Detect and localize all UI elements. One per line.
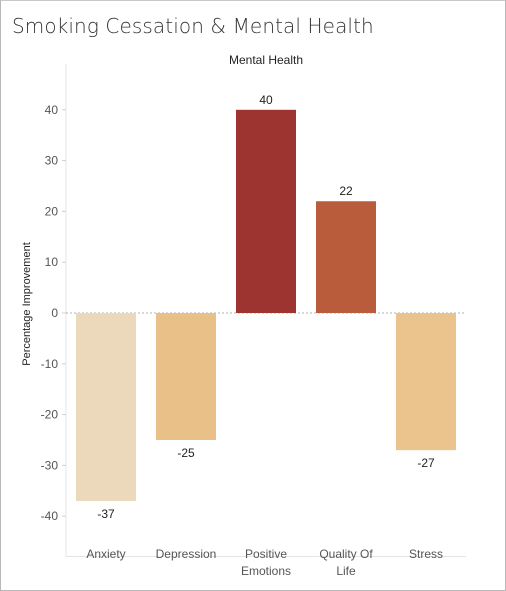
bar — [236, 109, 296, 313]
chart-title: Smoking Cessation & Mental Health — [12, 14, 374, 38]
x-tick-label: Depression — [156, 547, 217, 561]
x-tick-label: Stress — [409, 547, 443, 561]
column-header: Mental Health — [229, 53, 303, 67]
y-tick-label: -30 — [41, 458, 59, 472]
x-tick-label: Quality Of — [319, 547, 373, 561]
y-tick-label: 10 — [45, 255, 59, 269]
y-tick-label: -10 — [41, 357, 59, 371]
x-tick-label: Emotions — [241, 564, 291, 578]
y-tick-label: -20 — [41, 408, 59, 422]
bar — [156, 313, 216, 440]
x-tick-label: Positive — [245, 547, 287, 561]
y-tick-label: 20 — [45, 204, 59, 218]
y-tick-label: 30 — [45, 154, 59, 168]
x-tick-label: Life — [336, 564, 356, 578]
data-label: 40 — [259, 93, 273, 107]
data-label: -37 — [97, 507, 115, 521]
x-tick-label: Anxiety — [86, 547, 125, 561]
bar — [316, 201, 376, 313]
data-label: 22 — [339, 184, 353, 198]
bar — [396, 313, 456, 451]
y-tick-label: 40 — [45, 103, 59, 117]
bar — [76, 313, 136, 501]
y-tick-label: 0 — [51, 306, 58, 320]
data-label: -27 — [417, 456, 435, 470]
y-tick-label: -40 — [41, 509, 59, 523]
data-label: -25 — [177, 446, 195, 460]
y-axis-label: Percentage Improvement — [21, 242, 33, 366]
